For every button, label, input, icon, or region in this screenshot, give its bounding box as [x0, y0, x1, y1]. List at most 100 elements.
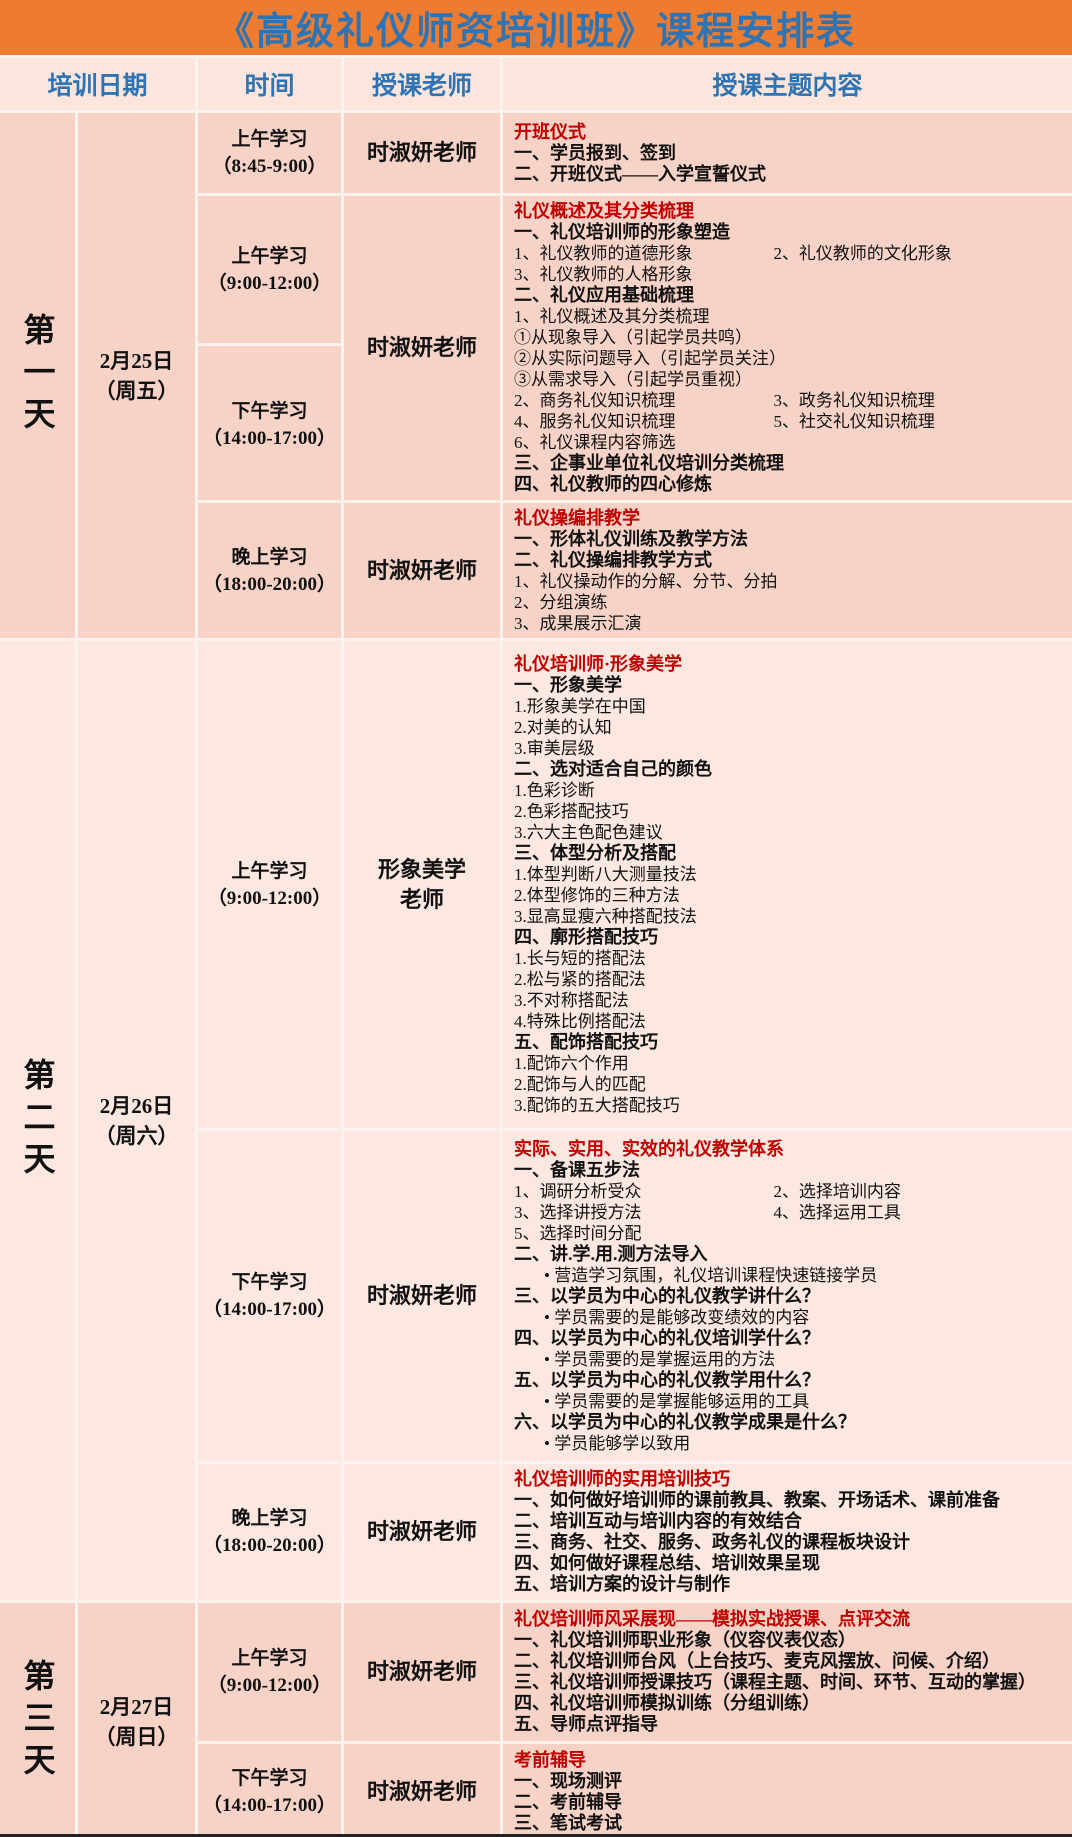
content-line: • 学员需要的是掌握能够运用的工具	[544, 1391, 810, 1411]
teacher-cell: 时淑妍老师	[341, 1603, 500, 1741]
topic-heading: 礼仪概述及其分类梳理	[514, 201, 694, 221]
day-section: 第一天 2月25日 （周五） 上午学习 （8:45-9:00） 时淑妍老师 开班仪式 一、…	[0, 113, 1072, 638]
content-line: • 营造学习氛围，礼仪培训课程快速链接学员	[544, 1265, 878, 1285]
content-line: 一、备课五步法	[514, 1159, 640, 1180]
content-line: • 学员需要的是掌握运用的方法	[544, 1349, 776, 1369]
content-cell: 礼仪概述及其分类梳理 一、礼仪培训师的形象塑造 1、礼仪教师的道德形象 2、礼仪教师的…	[500, 196, 1072, 500]
topic-heading: 礼仪培训师·形象美学	[514, 653, 683, 674]
content-line: 5、选择时间分配	[514, 1223, 642, 1243]
content-line: 二、礼仪培训师台风（上台技巧、麦克风摆放、问候、介绍）	[514, 1651, 1000, 1671]
teacher-cell: 时淑妍老师	[341, 1131, 500, 1461]
session-row: 晚上学习 （18:00-20:00） 时淑妍老师 礼仪培训师的实用培训技巧 一、如何做…	[195, 1461, 1072, 1600]
content-cell: 礼仪培训师·形象美学 一、形象美学 1.形象美学在中国 2.对美的认知 3.审美层级 二、…	[500, 641, 1072, 1128]
content-line: 三、笔试考试	[514, 1813, 622, 1833]
content-line: 五、导师点评指导	[514, 1714, 658, 1734]
content-line: 四、以学员为中心的礼仪培训学什么？	[514, 1327, 820, 1348]
column-header-date: 培训日期	[47, 73, 148, 100]
time-cell: 下午学习 （14:00-17:00）	[195, 1744, 341, 1834]
day-section: 第三天 2月27日 （周日） 上午学习 （9:00-12:00） 时淑妍老师 礼仪培训师…	[0, 1600, 1072, 1834]
time-cell: 下午学习 （14:00-17:00）	[195, 343, 341, 503]
content-line: 3、成果展示汇演	[514, 613, 642, 633]
date-label: 2月25日 （周五）	[75, 113, 195, 638]
table-header-row: 培训日期 时间 授课老师 授课主题内容	[0, 58, 1072, 113]
content-line: 二、礼仪操编排教学方式	[514, 549, 712, 570]
content-line-right: 3、政务礼仪知识梳理	[773, 391, 935, 410]
date-label: 2月27日 （周日）	[75, 1603, 195, 1834]
content-line: 2.松与紧的搭配法	[514, 969, 646, 989]
day-sections: 第一天 2月25日 （周五） 上午学习 （8:45-9:00） 时淑妍老师 开班仪式 一、…	[0, 113, 1072, 1834]
time-cell: 上午学习 （8:45-9:00）	[195, 113, 341, 193]
content-cell: 礼仪操编排教学 一、形体礼仪训练及教学方法 二、礼仪操编排教学方式 1、礼仪操动作的分…	[500, 503, 1072, 638]
page-title: 《高级礼仪师资培训班》课程安排表	[0, 0, 1072, 58]
content-line-left: 4、服务礼仪知识梳理	[514, 412, 676, 431]
content-line: 1、调研分析受众 2、选择培训内容	[514, 1181, 1066, 1202]
slot-list: 上午学习 （8:45-9:00） 时淑妍老师 开班仪式 一、学员报到、签到 二、开班仪式…	[195, 113, 1072, 638]
topic-heading: 开班仪式	[514, 121, 586, 142]
day-number-cell: 第三天	[0, 1603, 75, 1834]
time-cell: 下午学习 （14:00-17:00）	[195, 1131, 341, 1461]
content-line-left: 2、商务礼仪知识梳理	[514, 391, 676, 410]
content-line-right: 4、选择运用工具	[773, 1202, 901, 1222]
content-line: 2.对美的认知	[514, 717, 612, 737]
teacher-cell: 形象美学 老师	[341, 641, 500, 1128]
content-line: 三、礼仪培训师授课技巧（课程主题、时间、环节、互动的掌握）	[514, 1672, 1036, 1692]
content-line: 1.体型判断八大测量技法	[514, 864, 697, 884]
topic-heading: 礼仪操编排教学	[514, 507, 640, 528]
time-cell: 晚上学习 （18:00-20:00）	[195, 503, 341, 638]
content-line: 六、以学员为中心的礼仪教学成果是什么？	[514, 1411, 856, 1432]
content-cell: 礼仪培训师风采展现——模拟实战授课、点评交流 一、礼仪培训师职业形象（仪容仪表仪态…	[500, 1603, 1072, 1741]
content-line: 一、学员报到、签到	[514, 142, 676, 163]
day-number-cell: 第一天	[0, 113, 75, 638]
teacher-cell: 时淑妍老师	[341, 1464, 500, 1600]
content-line: 五、以学员为中心的礼仪教学用什么？	[514, 1369, 820, 1390]
topic-heading: 礼仪培训师的实用培训技巧	[514, 1469, 730, 1489]
content-line: 一、形象美学	[514, 674, 622, 695]
topic-heading: 实际、实用、实效的礼仪教学体系	[514, 1138, 784, 1159]
content-line: 四、礼仪教师的四心修炼	[514, 474, 712, 494]
content-line: 3、礼仪教师的人格形象	[514, 265, 693, 284]
slot-list: 上午学习 （9:00-12:00） 形象美学 老师 礼仪培训师·形象美学 一、形象美学…	[195, 641, 1072, 1600]
content-line: 2.色彩搭配技巧	[514, 801, 629, 821]
session-row: 上午学习 （9:00-12:00） 时淑妍老师 礼仪培训师风采展现——模拟实战授课、…	[195, 1603, 1072, 1741]
teacher-cell: 时淑妍老师	[341, 503, 500, 638]
content-line: ②从实际问题导入（引起学员关注）	[514, 349, 786, 368]
content-line: 2、商务礼仪知识梳理 3、政务礼仪知识梳理	[514, 390, 1066, 411]
session-row: 下午学习 （14:00-17:00） 时淑妍老师 实际、实用、实效的礼仪教学体系 一、…	[195, 1128, 1072, 1461]
content-line: 1.形象美学在中国	[514, 696, 646, 716]
time-column: 上午学习 （9:00-12:00）	[195, 1603, 341, 1741]
content-line: 一、现场测评	[514, 1771, 622, 1791]
content-line: 4.特殊比例搭配法	[514, 1011, 646, 1031]
content-line: 3、选择讲授方法 4、选择运用工具	[514, 1202, 1066, 1223]
content-cell: 礼仪培训师的实用培训技巧 一、如何做好培训师的课前教具、教案、开场话术、课前准备二…	[500, 1464, 1072, 1600]
content-line: 一、如何做好培训师的课前教具、教案、开场话术、课前准备	[514, 1490, 1000, 1510]
content-line: 二、培训互动与培训内容的有效结合	[514, 1511, 802, 1531]
time-cell: 上午学习 （9:00-12:00）	[195, 196, 341, 343]
content-cell: 考前辅导 一、现场测评 二、考前辅导 三、笔试考试	[500, 1744, 1072, 1834]
content-line: 四、礼仪培训师模拟训练（分组训练）	[514, 1693, 820, 1713]
time-column: 上午学习 （9:00-12:00）	[195, 641, 341, 1128]
content-cell: 开班仪式 一、学员报到、签到 二、开班仪式——入学宣誓仪式	[500, 113, 1072, 193]
content-line: 三、企事业单位礼仪培训分类梳理	[514, 453, 784, 473]
content-line: 3.不对称搭配法	[514, 990, 629, 1010]
time-column: 下午学习 （14:00-17:00）	[195, 1131, 341, 1461]
day-number-label: 第二天	[19, 1057, 56, 1184]
content-line: • 学员需要的是能够改变绩效的内容	[544, 1307, 810, 1327]
topic-heading: 礼仪培训师风采展现——模拟实战授课、点评交流	[514, 1609, 910, 1629]
content-line: 一、礼仪培训师职业形象（仪容仪表仪态）	[514, 1630, 856, 1650]
content-line: 4、服务礼仪知识梳理 5、社交礼仪知识梳理	[514, 411, 1066, 432]
day-number-label: 第一天	[19, 312, 56, 439]
content-line: 三、商务、社交、服务、政务礼仪的课程板块设计	[514, 1532, 910, 1552]
slot-list: 上午学习 （9:00-12:00） 时淑妍老师 礼仪培训师风采展现——模拟实战授课、…	[195, 1603, 1072, 1834]
time-cell: 上午学习 （9:00-12:00）	[195, 1603, 341, 1741]
teacher-cell: 时淑妍老师	[341, 113, 500, 193]
content-line: 3.配饰的五大搭配技巧	[514, 1095, 680, 1115]
content-line: 2.体型修饰的三种方法	[514, 885, 680, 905]
content-line-right: 2、选择培训内容	[773, 1181, 901, 1201]
time-column: 晚上学习 （18:00-20:00）	[195, 503, 341, 638]
content-line: 一、形体礼仪训练及教学方法	[514, 528, 748, 549]
time-cell: 晚上学习 （18:00-20:00）	[195, 1464, 341, 1600]
time-column: 上午学习 （9:00-12:00） 下午学习 （14:00-17:00）	[195, 196, 341, 503]
content-line-left: 1、调研分析受众	[514, 1181, 642, 1201]
content-line: 3.显高显瘦六种搭配技法	[514, 906, 697, 926]
